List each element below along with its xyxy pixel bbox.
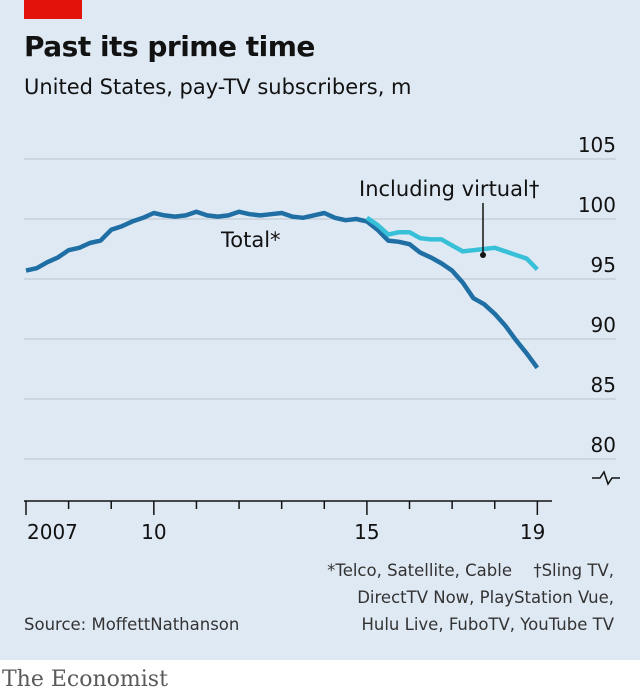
virtual-label-pointer-dot — [480, 252, 486, 258]
chart-subtitle: United States, pay-TV subscribers, m — [24, 75, 412, 99]
series-lines — [25, 209, 540, 370]
y-tick-label: 90 — [591, 313, 616, 337]
footnote-virtual-2: DirectTV Now, PlayStation Vue, — [357, 588, 614, 607]
x-tick-label: 2007 — [27, 520, 78, 544]
annotations: Total* Including virtual† — [220, 177, 539, 258]
footnote-virtual-1: †Sling TV, — [533, 561, 614, 580]
x-axis: 2007 10 15 19 — [24, 500, 552, 544]
brand-red-tag — [24, 0, 82, 19]
y-tick-label: 95 — [591, 253, 616, 277]
chart-title: Past its prime time — [24, 30, 315, 63]
virtual-series-label: Including virtual† — [359, 177, 539, 201]
x-tick-label: 15 — [354, 520, 379, 544]
y-tick-label: 85 — [591, 373, 616, 397]
gridlines — [24, 158, 616, 460]
y-tick-label: 105 — [578, 133, 616, 157]
y-tick-label: 100 — [578, 193, 616, 217]
footnote-total: *Telco, Satellite, Cable — [327, 561, 512, 580]
footnote-virtual-3: Hulu Live, FuboTV, YouTube TV — [361, 615, 614, 634]
x-tick-label: 19 — [520, 520, 545, 544]
series-including-virtual-line — [365, 215, 539, 271]
source-note: Source: MoffettNathanson — [24, 615, 240, 634]
x-tick-label: 10 — [141, 520, 166, 544]
series-total-line — [25, 209, 540, 370]
publisher-wordmark: The Economist — [2, 667, 168, 692]
total-series-label: Total* — [220, 228, 281, 252]
y-axis-tick-labels: 80 85 90 95 100 105 — [578, 133, 616, 457]
y-tick-label: 80 — [591, 433, 616, 457]
axis-break-icon — [592, 470, 620, 486]
line-chart: 80 85 90 95 100 105 2007 10 15 19 Total* Includi… — [24, 133, 620, 544]
chart-panel — [0, 0, 640, 660]
